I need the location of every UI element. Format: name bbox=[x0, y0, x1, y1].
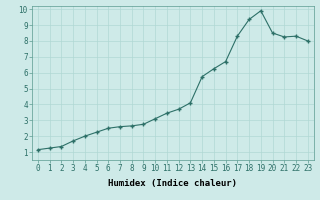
X-axis label: Humidex (Indice chaleur): Humidex (Indice chaleur) bbox=[108, 179, 237, 188]
